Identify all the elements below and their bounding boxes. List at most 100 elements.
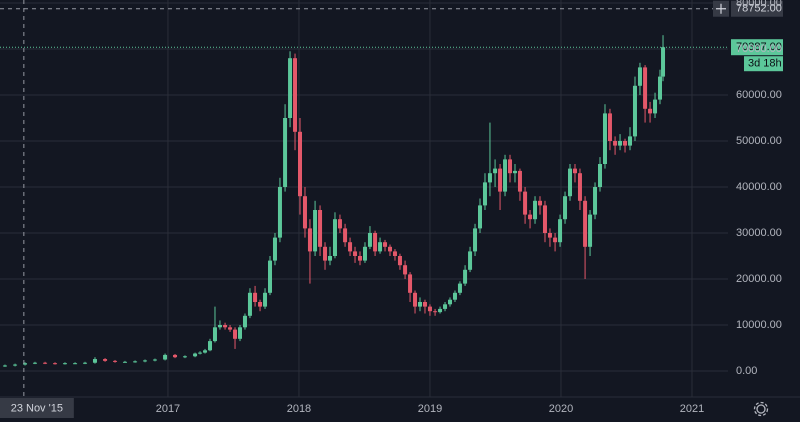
countdown-box [744, 56, 783, 72]
candle-body [457, 283, 462, 293]
candle-body [553, 237, 558, 243]
candle-body [452, 292, 457, 300]
candle-body [173, 354, 178, 358]
x-tick-label: 2018 [287, 403, 311, 415]
candle-body [348, 242, 353, 252]
candle-body [367, 233, 372, 247]
candle-body [277, 186, 282, 238]
candle-body [632, 85, 637, 137]
candle-body [332, 219, 337, 257]
y-tick-label: 70000.00 [736, 43, 782, 55]
candle-body [577, 173, 582, 201]
x-tick-label: 2017 [156, 403, 180, 415]
candle-body [637, 67, 642, 86]
candle-body [463, 269, 468, 284]
candle-body [288, 58, 293, 118]
countdown-label: 3d 18h [748, 58, 782, 70]
crosshair-x-box [0, 398, 74, 418]
candle-body [648, 108, 653, 114]
candle-body [558, 219, 563, 243]
x-tick-label: 2020 [549, 403, 573, 415]
last-price-label: 70387.00 [736, 41, 782, 53]
candle-body [508, 159, 513, 174]
candle-body [73, 363, 78, 365]
y-tick-label: 40000.00 [736, 181, 782, 193]
y-tick-label: 10000.00 [736, 319, 782, 331]
candles [2, 35, 666, 367]
candle-body [198, 352, 203, 354]
candle-body [313, 210, 318, 252]
candle-body [533, 200, 538, 220]
candle-body [583, 200, 588, 247]
candle-body [302, 196, 307, 229]
candle-body [328, 256, 333, 261]
candle-body [208, 341, 213, 351]
candle-body [293, 58, 298, 132]
candle-body [233, 329, 238, 339]
candle-body [493, 168, 498, 174]
crosshair-y-box [731, 0, 783, 17]
candle-body [258, 302, 263, 307]
candle-body [613, 140, 618, 146]
settings-icon[interactable] [753, 401, 769, 417]
candle-body [323, 246, 328, 261]
settings-gear[interactable] [756, 404, 766, 414]
candle-body [478, 205, 483, 229]
candle-body [473, 228, 478, 252]
x-tick-label: 2019 [418, 403, 442, 415]
y-tick-label: 60000.00 [736, 89, 782, 101]
candle-body [607, 113, 612, 141]
candle-body [498, 168, 503, 192]
candle-body [152, 359, 157, 361]
crosshair-x-label: 23 Nov '15 [11, 402, 63, 414]
candle-body [658, 76, 663, 100]
candle-body [602, 113, 607, 164]
candle-body [653, 99, 658, 114]
candle-body [83, 362, 88, 364]
candle-body [2, 365, 7, 367]
candle-body [408, 274, 413, 293]
candle-body [253, 292, 258, 303]
candle-body [223, 325, 228, 328]
candle-body [392, 251, 397, 257]
candle-body [643, 67, 648, 109]
candle-body [413, 292, 418, 307]
candle-body [212, 327, 217, 342]
candle-body [512, 170, 517, 174]
candle-body [92, 359, 97, 363]
candle-body [193, 353, 198, 357]
candle-body [62, 363, 67, 365]
candle-body [598, 163, 603, 187]
candle-body [163, 354, 168, 360]
y-tick-label: 20000.00 [736, 273, 782, 285]
candle-body [383, 242, 388, 247]
candle-body [503, 159, 508, 192]
candle-body [517, 170, 522, 192]
candle-body [572, 168, 577, 174]
candle-body [468, 251, 473, 270]
candle-body [283, 117, 288, 187]
candle-body [247, 292, 252, 316]
candle-body [618, 140, 623, 146]
candle-body [397, 256, 402, 266]
candle-body [422, 302, 427, 307]
crosshair-add-icon [716, 3, 726, 14]
candle-body [403, 265, 408, 275]
candle-body [122, 361, 127, 363]
overlays: 70387.00 3d 18h 23 Nov '15 78752.00 [0, 0, 783, 418]
settings-teeth[interactable] [753, 401, 769, 417]
y-tick-label: 30000.00 [736, 227, 782, 239]
candle-body [298, 131, 303, 197]
candle-body [238, 327, 243, 339]
candle-body [362, 246, 367, 261]
candle-body [538, 200, 543, 206]
candle-body [523, 191, 528, 215]
candle-body [623, 140, 628, 146]
candle-body [53, 363, 58, 365]
candle-body [448, 299, 453, 305]
candle-body [427, 306, 432, 312]
candle-body [337, 219, 342, 229]
candle-body [388, 246, 393, 252]
